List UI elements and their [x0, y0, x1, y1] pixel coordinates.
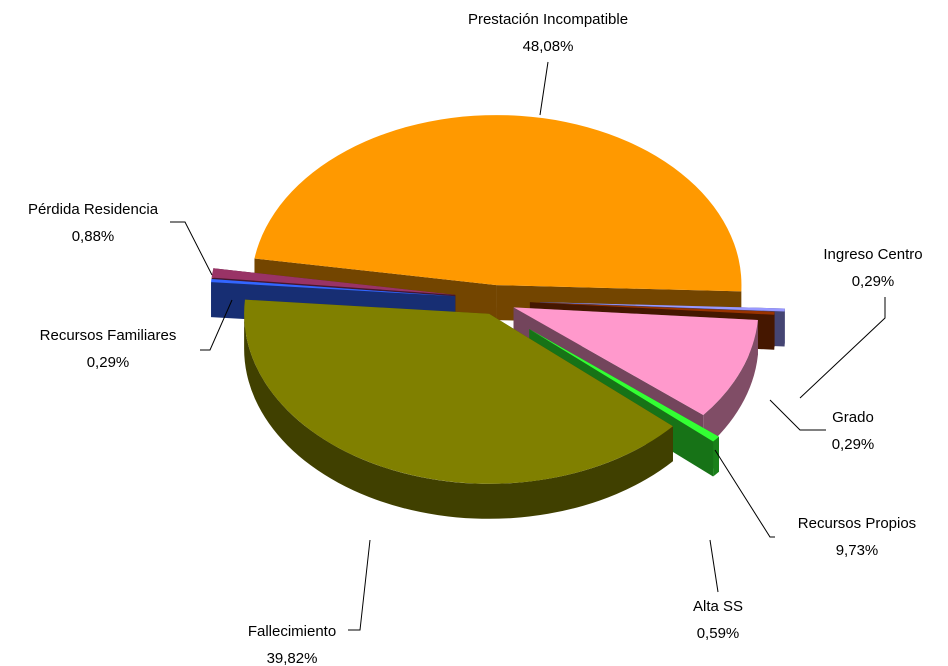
- slice-label: Recursos Propios: [798, 515, 916, 532]
- value-label: 9,73%: [836, 542, 879, 559]
- slice: [539, 302, 785, 312]
- slice: [244, 299, 673, 484]
- value-label: 48,08%: [523, 38, 574, 55]
- slice-label: Grado: [832, 409, 874, 426]
- slice-label: Fallecimiento: [248, 623, 336, 640]
- leader-line: [200, 299, 233, 351]
- slice-label: Prestación Incompatible: [468, 11, 628, 28]
- slice-side: [703, 319, 758, 451]
- slice: [529, 329, 719, 442]
- slice-label: Pérdida Residencia: [28, 201, 159, 218]
- slice-tops: [211, 115, 785, 484]
- leader-line: [539, 61, 549, 116]
- value-label: 0,59%: [697, 625, 740, 642]
- slice-side: [713, 436, 719, 477]
- value-label: 39,82%: [267, 650, 318, 666]
- leader-line: [348, 539, 371, 631]
- slice: [254, 115, 742, 292]
- leader-line: [709, 539, 719, 593]
- slice: [211, 279, 456, 297]
- value-label: 0,29%: [852, 273, 895, 290]
- slice-label: Recursos Familiares: [40, 327, 177, 344]
- value-label: 0,29%: [832, 436, 875, 453]
- value-label: 0,88%: [72, 228, 115, 245]
- leader-line: [714, 449, 775, 538]
- leader-line: [799, 297, 886, 399]
- slice-label: Alta SS: [693, 598, 743, 615]
- value-label: 0,29%: [87, 354, 130, 371]
- slice: [513, 307, 758, 416]
- slice-label: Ingreso Centro: [823, 246, 922, 263]
- slice: [211, 268, 456, 295]
- leader-line: [769, 399, 826, 431]
- slice-side: [244, 313, 673, 519]
- leader-line: [170, 221, 213, 276]
- slice: [529, 302, 775, 315]
